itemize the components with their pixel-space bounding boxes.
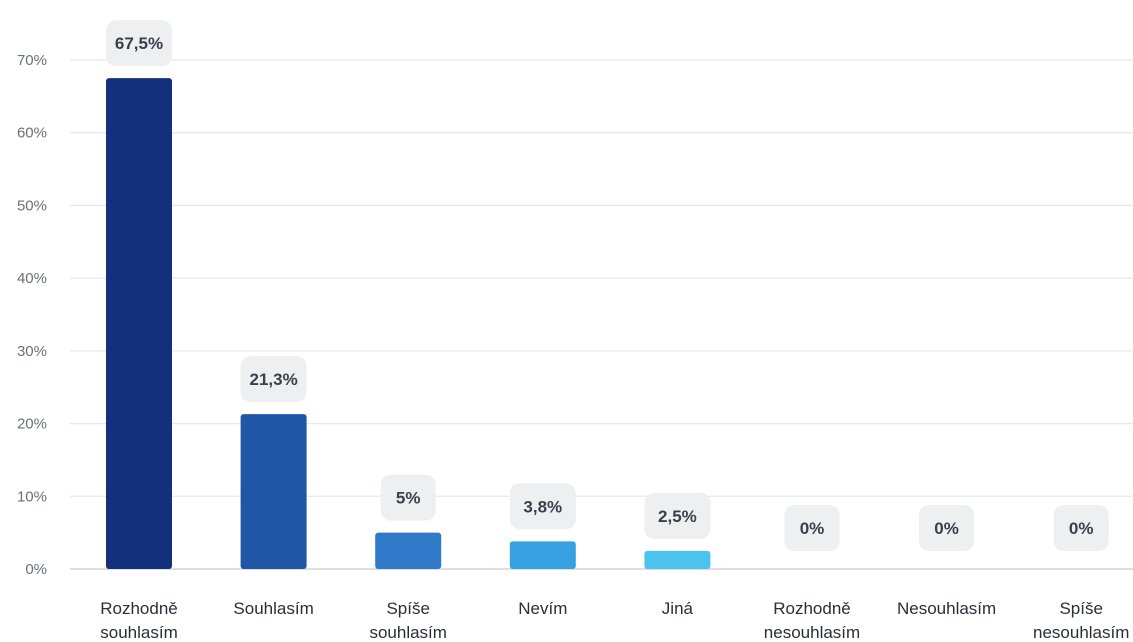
value-label: 3,8% xyxy=(523,497,562,516)
value-badge xyxy=(784,505,840,551)
gridlines xyxy=(70,59,1133,570)
category-label: Nesouhlasím xyxy=(897,599,996,618)
value-label: 21,3% xyxy=(249,370,297,389)
y-tick-label: 20% xyxy=(17,416,47,433)
value-labels: 67,5% 21,3% 5% 3,8% 2,5% 0% 0% 0% xyxy=(106,20,1109,551)
y-tick-label: 30% xyxy=(17,343,47,360)
category-label: Rozhodně nesouhlasím xyxy=(764,599,860,642)
y-tick-label: 50% xyxy=(17,197,47,214)
value-label: 5% xyxy=(396,489,421,508)
value-badge xyxy=(380,474,436,521)
category-label: Rozhodně souhlasím xyxy=(100,599,178,642)
y-tick-label: 10% xyxy=(17,488,47,505)
y-tick-label: 40% xyxy=(17,270,47,287)
category-label: Spíše nesouhlasím xyxy=(1033,599,1129,642)
bar xyxy=(240,414,307,569)
value-label: 0% xyxy=(934,519,959,538)
value-label: 2,5% xyxy=(658,507,697,526)
y-tick-label: 70% xyxy=(17,52,47,69)
category-label: Souhlasím xyxy=(233,599,313,618)
bars xyxy=(106,78,711,569)
bar xyxy=(375,532,442,569)
y-axis-ticks: 0% 10% 20% 30% 40% 50% 60% 70% xyxy=(17,52,47,578)
value-label: 67,5% xyxy=(115,34,163,53)
bar xyxy=(644,550,711,569)
value-badge xyxy=(106,20,172,67)
value-badge xyxy=(509,483,576,530)
x-axis-categories: Rozhodně souhlasím Souhlasím Spíše souhlasím… xyxy=(100,599,1129,642)
bar xyxy=(106,78,172,569)
category-label: Spíše souhlasím xyxy=(369,599,446,642)
value-badge xyxy=(1053,505,1109,551)
category-label: Jiná xyxy=(662,599,694,618)
value-label: 0% xyxy=(800,519,825,538)
value-badge xyxy=(240,356,307,403)
y-tick-label: 60% xyxy=(17,125,47,142)
bar xyxy=(509,541,576,569)
value-label: 0% xyxy=(1069,519,1094,538)
category-label: Nevím xyxy=(518,599,567,618)
value-badge xyxy=(919,505,975,551)
y-tick-label: 0% xyxy=(25,561,47,578)
value-badge xyxy=(644,492,711,539)
